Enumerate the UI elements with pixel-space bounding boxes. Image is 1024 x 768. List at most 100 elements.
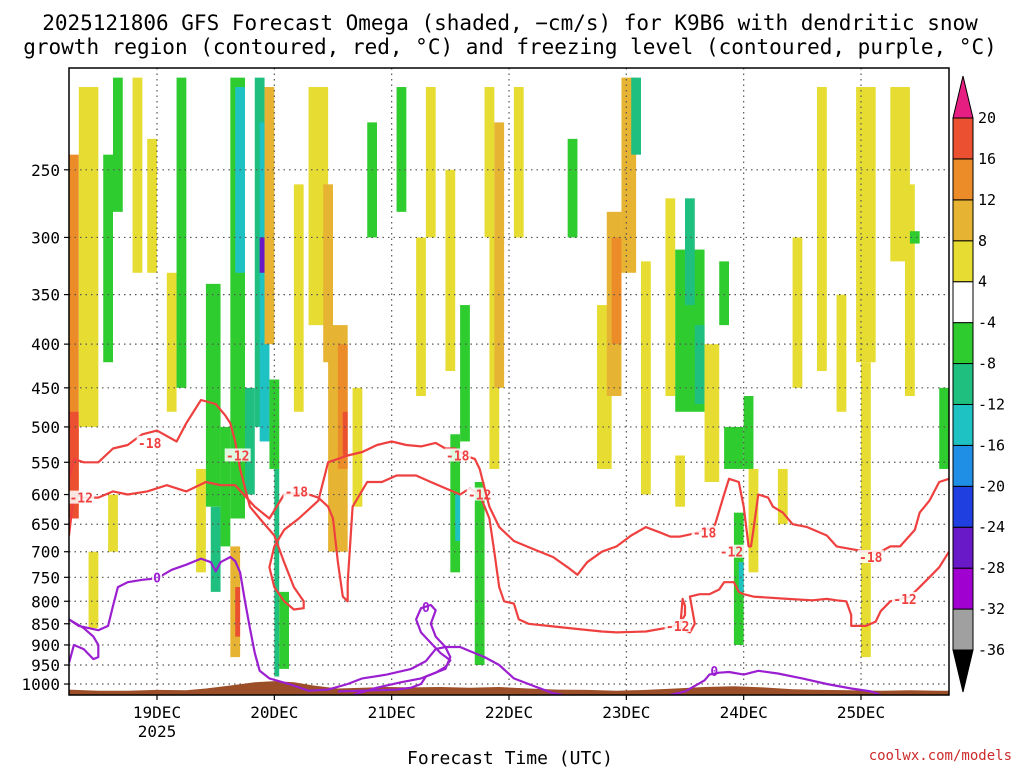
omega-cell-60 bbox=[719, 261, 729, 326]
credit-text: coolwx.com/models bbox=[869, 748, 1012, 764]
colorbar-label-0: -36 bbox=[978, 641, 1005, 659]
omega-cell-66 bbox=[777, 468, 788, 525]
colorbar-swatch-5 bbox=[952, 403, 974, 446]
y-tick-label-950: 950 bbox=[31, 656, 60, 675]
omega-cell-28 bbox=[308, 87, 329, 326]
omega-cell-42 bbox=[474, 481, 485, 666]
omega-cell-34 bbox=[367, 122, 377, 238]
chart-title-line-2: growth region (contoured, red, °C) and f… bbox=[23, 35, 997, 59]
omega-cell-37 bbox=[425, 87, 436, 238]
omega-cell-7 bbox=[132, 77, 143, 273]
dgz-label-bg-0-3 bbox=[664, 618, 691, 632]
y-tick-label-500: 500 bbox=[31, 418, 60, 437]
omega-cell-36 bbox=[416, 237, 426, 396]
colorbar-swatch-3 bbox=[952, 485, 974, 528]
dgz-label-bg-0-0 bbox=[69, 490, 95, 504]
omega-cell-47 bbox=[567, 138, 578, 238]
x-tick-label-22dec: 22DEC bbox=[485, 703, 533, 722]
dgz-label-1-5: -18 bbox=[859, 551, 883, 566]
colorbar-swatch-1 bbox=[952, 567, 974, 610]
dgz-label-0-3: -12 bbox=[666, 620, 689, 635]
omega-cell-52 bbox=[631, 77, 641, 155]
dgz-label-bg-0-4 bbox=[892, 591, 918, 605]
omega-cell-4 bbox=[103, 154, 113, 363]
colorbar-swatch-2 bbox=[952, 526, 974, 569]
omega-cell-40 bbox=[455, 494, 461, 541]
colorbar-swatch-9 bbox=[952, 240, 974, 283]
omega-cell-69 bbox=[836, 294, 847, 412]
omega-cell-75 bbox=[939, 387, 949, 469]
colorbar-swatch-8 bbox=[952, 281, 974, 324]
omega-cell-31 bbox=[337, 344, 348, 469]
omega-cell-3 bbox=[88, 551, 99, 629]
y-tick-label-800: 800 bbox=[31, 592, 60, 611]
omega-cell-1 bbox=[69, 411, 79, 519]
omega-cell-24 bbox=[269, 379, 280, 469]
y-tick-label-550: 550 bbox=[31, 453, 60, 472]
dgz-label-1-2: -18 bbox=[446, 449, 470, 464]
omega-cell-71 bbox=[861, 362, 871, 658]
dgz-label-bg-0-1 bbox=[283, 484, 310, 498]
x-tick-label-19dec: 19DEC bbox=[133, 703, 181, 722]
colorbar-label-4: -20 bbox=[978, 477, 1005, 495]
dgz-label-bg-1-0 bbox=[136, 435, 163, 449]
omega-cell-26 bbox=[279, 591, 289, 669]
x-tick-label-24dec: 24DEC bbox=[720, 703, 768, 722]
colorbar-label-9: 4 bbox=[978, 273, 987, 291]
y-axis: 250 300 350 400 450 500 550 600 650 700 750 800 850 9… bbox=[21, 161, 69, 694]
y-tick-label-300: 300 bbox=[31, 228, 60, 247]
y-tick-label-350: 350 bbox=[31, 286, 60, 305]
y-tick-label-850: 850 bbox=[31, 615, 60, 634]
omega-cell-19 bbox=[245, 387, 255, 495]
freezing-label-0-0: 0 bbox=[153, 571, 161, 586]
omega-cell-6 bbox=[113, 77, 123, 212]
x-tick-sublabel-19dec: 2025 bbox=[138, 722, 177, 741]
omega-cell-38 bbox=[445, 169, 456, 371]
omega-cell-59 bbox=[704, 344, 720, 482]
x-tick-label-21dec: 21DEC bbox=[368, 703, 416, 722]
omega-cell-35 bbox=[396, 87, 407, 212]
omega-cell-41 bbox=[460, 305, 470, 442]
omega-cell-0 bbox=[69, 154, 79, 507]
omega-cell-64 bbox=[743, 395, 754, 469]
colorbar: -36 -32 -28 -24 -20 -16 -12 -8 -4 4 8 12 16 20 bbox=[952, 75, 1005, 693]
x-axis-title: Forecast Time (UTC) bbox=[407, 748, 613, 768]
omega-cell-32 bbox=[342, 411, 348, 456]
omega-cell-27 bbox=[293, 184, 304, 412]
colorbar-swatch-7 bbox=[952, 322, 974, 365]
omega-cell-50 bbox=[611, 237, 622, 345]
dgz-label-bg-1-4 bbox=[718, 544, 745, 558]
x-tick-label-23dec: 23DEC bbox=[602, 703, 650, 722]
omega-cell-61 bbox=[724, 426, 744, 469]
colorbar-swatch-0 bbox=[952, 608, 974, 651]
dgz-label-bg-1-1 bbox=[224, 448, 251, 462]
freezing-label-0-1: 0 bbox=[422, 601, 430, 616]
dgz-label-1-4: -12 bbox=[720, 546, 743, 561]
dgz-label-bg-1-5 bbox=[857, 549, 884, 563]
omega-shading bbox=[69, 77, 949, 677]
omega-cell-56 bbox=[675, 455, 685, 507]
dgz-label-bg-1-2 bbox=[444, 448, 471, 462]
dgz-label-1-1: -12 bbox=[226, 449, 249, 464]
dgz-label-bg-1-3 bbox=[691, 525, 718, 539]
omega-cell-16 bbox=[235, 87, 245, 273]
colorbar-label-11: 12 bbox=[978, 191, 996, 209]
omega-cell-2 bbox=[78, 87, 99, 427]
dgz-label-1-0: -18 bbox=[138, 437, 162, 452]
colorbar-swatch-10 bbox=[952, 199, 974, 242]
dgz-label-1-3: -18 bbox=[693, 527, 717, 542]
omega-cell-25 bbox=[274, 468, 280, 677]
omega-cell-43 bbox=[484, 87, 495, 238]
omega-cell-9 bbox=[166, 272, 177, 412]
dgz-label-0-4: -12 bbox=[893, 593, 916, 608]
colorbar-swatch-11 bbox=[952, 158, 974, 201]
omega-cell-57 bbox=[685, 198, 695, 306]
y-tick-label-900: 900 bbox=[31, 636, 60, 655]
omega-cell-53 bbox=[641, 261, 651, 495]
x-tick-label-25dec: 25DEC bbox=[837, 703, 885, 722]
omega-cell-46 bbox=[513, 87, 524, 238]
colorbar-label-13: 20 bbox=[978, 109, 996, 127]
colorbar-max-arrow bbox=[952, 75, 974, 119]
colorbar-swatch-6 bbox=[952, 363, 974, 405]
